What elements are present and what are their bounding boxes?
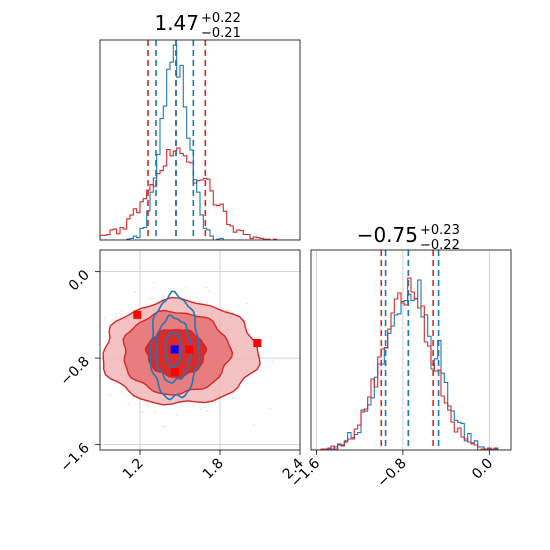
hist-right-xtick-label: −0.8 [374, 456, 409, 491]
sample-point [225, 309, 228, 312]
blue-marker [170, 345, 179, 354]
sample-point [139, 411, 142, 413]
sample-point [196, 297, 199, 299]
title-param-1-plus: +0.22 [201, 11, 241, 26]
hist-right-red-series [311, 277, 511, 450]
sample-point [176, 413, 178, 416]
sample-point [149, 297, 151, 300]
sample-point [253, 423, 255, 426]
histogram-param-2-frame [310, 249, 512, 451]
hist-right-blue-series [311, 279, 511, 450]
scatter-xtick-label: 1.8 [200, 456, 227, 483]
sample-point [184, 286, 187, 288]
sample-point [55, 319, 57, 321]
red-marker [185, 345, 194, 354]
sample-point [152, 297, 155, 300]
title-param-1-minus: −0.21 [201, 26, 241, 41]
histogram-param-1 [99, 39, 301, 241]
scatter-ytick-label: 0.0 [66, 267, 93, 294]
sample-point [75, 345, 77, 347]
sample-point [164, 425, 167, 428]
sample-point [206, 410, 209, 412]
sample-point [121, 310, 124, 313]
hist-right-xtick-label: 0.0 [469, 456, 496, 483]
histogram-param-2: −1.6 −0.8 0.0 [288, 249, 512, 491]
sample-point [139, 416, 141, 419]
sample-point [134, 290, 137, 293]
sample-point [120, 391, 123, 393]
sample-point [141, 411, 144, 413]
sample-point [162, 294, 164, 297]
sample-point [203, 286, 205, 289]
sample-point [96, 322, 98, 324]
sample-point [271, 359, 273, 362]
hist-top-blue-series [100, 44, 300, 240]
sample-point [153, 281, 155, 284]
blue-contour [149, 290, 201, 401]
sample-point [227, 310, 230, 312]
scatter-ytick-label: −0.8 [57, 354, 92, 389]
scatter-panel-frame [99, 249, 301, 451]
sample-point [193, 403, 195, 406]
sample-point [154, 411, 156, 414]
sample-point [139, 447, 142, 449]
blue-contour [164, 331, 183, 369]
sample-point [127, 402, 130, 405]
sample-point [173, 288, 175, 290]
sample-point [215, 401, 217, 404]
scatter-ytick-label: −1.6 [57, 440, 92, 475]
sample-point [103, 316, 106, 319]
sample-point [246, 302, 248, 305]
title-param-2-plus: +0.23 [420, 223, 460, 238]
sample-point [199, 408, 202, 411]
red-marker [170, 368, 179, 377]
sample-point [206, 286, 208, 289]
scatter-panel: 1.2 1.8 2.40.0−0.8−1.6 [55, 249, 307, 483]
sample-point [231, 311, 234, 314]
sample-point [208, 290, 210, 292]
blue-contour [155, 314, 193, 384]
sample-point [161, 425, 164, 428]
sample-point [109, 393, 111, 396]
title-param-2: −0.75 [357, 223, 418, 247]
sample-point [114, 316, 117, 318]
red-marker [133, 310, 142, 319]
histogram-param-1-frame [99, 39, 301, 241]
sample-point [269, 407, 272, 410]
red-marker [253, 338, 262, 347]
title-param-2-minus: −0.22 [420, 238, 460, 253]
scatter-xtick-label: 1.2 [120, 456, 147, 483]
title-param-1: 1.47 [154, 11, 199, 35]
sample-point [232, 397, 234, 399]
sample-point [247, 328, 250, 331]
sample-point [112, 318, 115, 321]
